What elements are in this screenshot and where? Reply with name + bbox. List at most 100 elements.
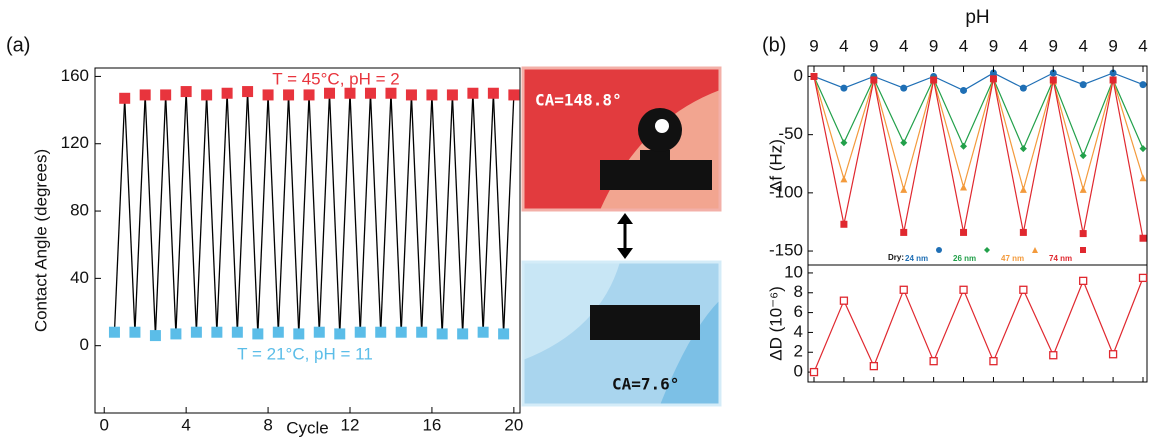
zigzag-segment [216,93,228,333]
point [231,326,243,338]
point [426,89,438,101]
y-tick-label: 0 [794,362,803,381]
plot-frame [94,67,521,414]
point [1079,81,1087,89]
point [930,76,938,84]
point [272,326,284,338]
point [810,72,818,80]
point [1019,228,1027,236]
y-tick-label: 80 [70,201,89,220]
point [457,328,469,340]
legend-label: 74 nm [1049,254,1072,263]
point [1019,285,1028,294]
point [375,326,387,338]
point [1079,185,1087,193]
point [959,285,968,294]
zigzag-segment [441,94,454,334]
x-axis-label: Cycle [286,418,329,437]
point [840,175,848,183]
point [1139,81,1147,89]
x-tick-label: 12 [341,415,360,434]
legend-title: Dry: [888,253,904,262]
point [119,92,131,104]
point [170,328,182,340]
point [385,87,397,99]
y-axis-label: ΔD (10⁻⁶) [766,286,785,361]
photo-caption: CA=7.6° [612,375,679,394]
point [108,326,120,338]
point [1139,145,1147,153]
point [283,89,295,101]
zigzag-segment [472,93,484,333]
zigzag-segment [349,93,361,333]
point [293,328,305,340]
point [313,326,325,338]
point [1079,152,1087,160]
point [221,87,233,99]
y-tick-label: 0 [794,66,803,85]
point [1019,145,1027,153]
point [354,326,366,338]
point [1019,185,1027,193]
zigzag-segment [165,94,177,334]
x-tick-label: 9 [1049,36,1058,55]
arrow-head [617,213,633,224]
y-tick-label: 2 [794,342,803,361]
point [900,84,908,92]
y-tick-label: 160 [61,66,89,85]
x-tick-label: 4 [839,36,848,55]
point [160,89,172,101]
photo-frame [521,260,722,407]
point [960,228,968,236]
zigzag-segment [113,98,126,333]
point [900,185,908,193]
point [149,330,161,342]
zigzag-segment [185,91,198,333]
zigzag-segment [154,94,167,336]
point [1139,234,1147,242]
annotation: T = 21°C, pH = 11 [237,344,373,363]
photo-caption: CA=148.8° [535,91,622,110]
zigzag-segment [277,94,290,333]
annotation: T = 45°C, pH = 2 [272,69,399,88]
y-tick-label: 4 [794,322,803,341]
point [252,328,264,340]
zigzag-segment [400,94,413,333]
point [303,89,315,101]
point [508,89,520,101]
point [900,228,908,236]
point [840,139,848,147]
zigzag-segment [492,93,505,334]
zigzag-segment [236,91,249,333]
zigzag-segment [267,94,279,333]
point [929,357,938,366]
point [262,89,274,101]
zigzag-segment [175,91,187,334]
point [180,86,192,98]
x-tick-label: 4 [181,415,190,434]
photo-low: CA=7.6° [521,260,722,407]
point [477,326,489,338]
point [960,183,968,191]
series-line [813,277,1144,373]
point [201,89,213,101]
point [129,326,141,338]
x-tick-label: 4 [959,36,968,55]
point [498,328,510,340]
point [1109,69,1117,77]
point [1049,69,1057,77]
point [487,87,499,99]
droplet-highlight [655,119,669,133]
x-tick-label: 9 [809,36,818,55]
zigzag-segment [431,94,443,334]
arrow-head [617,248,633,259]
point [467,87,479,99]
point [1079,230,1087,238]
y-tick-label: 8 [794,282,803,301]
zigzag-segment [502,94,515,334]
point [1138,273,1148,283]
point [324,87,336,99]
x-tick-label: 9 [1108,36,1117,55]
plot-frame [807,264,1148,383]
x-tick-label: 4 [1078,36,1087,55]
